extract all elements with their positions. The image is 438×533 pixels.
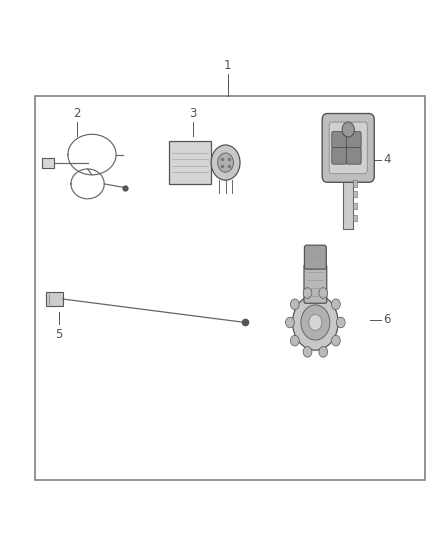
Circle shape	[290, 335, 299, 346]
FancyBboxPatch shape	[304, 245, 326, 269]
Circle shape	[319, 346, 328, 357]
Circle shape	[342, 122, 354, 137]
Circle shape	[332, 299, 340, 310]
FancyBboxPatch shape	[304, 264, 327, 303]
Polygon shape	[169, 141, 211, 184]
Circle shape	[336, 317, 345, 328]
Circle shape	[303, 346, 312, 357]
Text: 3: 3	[189, 107, 196, 120]
Circle shape	[293, 295, 338, 350]
Text: 2: 2	[73, 107, 81, 120]
Bar	[353, 191, 357, 197]
Bar	[353, 180, 357, 187]
Text: 5: 5	[56, 328, 63, 341]
Circle shape	[332, 335, 340, 346]
Circle shape	[211, 145, 240, 180]
Bar	[42, 158, 54, 168]
Circle shape	[309, 314, 322, 330]
FancyBboxPatch shape	[346, 132, 361, 148]
FancyBboxPatch shape	[332, 148, 347, 164]
Bar	[353, 215, 357, 221]
Text: 4: 4	[383, 154, 391, 166]
FancyBboxPatch shape	[332, 132, 347, 148]
Bar	[46, 292, 63, 306]
FancyBboxPatch shape	[343, 176, 353, 229]
Text: 6: 6	[383, 313, 391, 326]
Circle shape	[218, 153, 233, 172]
Circle shape	[290, 299, 299, 310]
FancyBboxPatch shape	[322, 114, 374, 182]
FancyBboxPatch shape	[346, 148, 361, 164]
Bar	[353, 203, 357, 209]
Circle shape	[319, 288, 328, 298]
Circle shape	[301, 305, 330, 340]
Circle shape	[303, 288, 312, 298]
Circle shape	[286, 317, 294, 328]
Bar	[35, 96, 425, 480]
Text: 1: 1	[224, 59, 232, 72]
FancyBboxPatch shape	[329, 122, 367, 174]
